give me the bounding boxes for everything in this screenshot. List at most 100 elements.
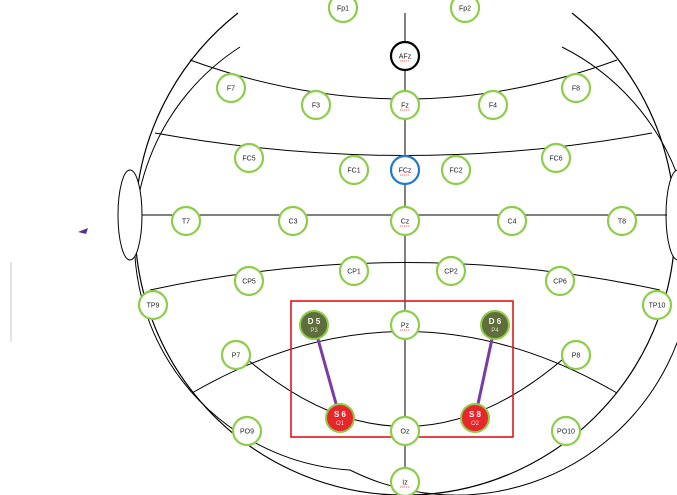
electrode-label: Cz — [401, 219, 410, 226]
electrode-label: T8 — [618, 219, 626, 226]
right-ear — [665, 169, 677, 261]
electrode-marker — [389, 154, 421, 186]
electrode-marker — [560, 339, 592, 371]
optode-d5[interactable]: D 5P3 — [299, 310, 329, 340]
electrode-tp9[interactable]: TP9 — [137, 289, 169, 321]
electrode-oz[interactable]: Oz — [389, 415, 421, 447]
detector-marker — [480, 310, 510, 340]
optode-position-label: O1 — [336, 421, 345, 427]
electrode-marker — [389, 309, 421, 341]
electrode-f7[interactable]: F7 — [215, 72, 247, 104]
electrode-label: TP10 — [649, 303, 666, 310]
electrode-cp6[interactable]: CP6 — [544, 265, 576, 297]
electrode-c3[interactable]: C3 — [277, 205, 309, 237]
electrode-label: FC5 — [242, 156, 255, 163]
optode-label: D 5 — [308, 317, 321, 326]
optode-s6[interactable]: S 6O1 — [325, 403, 355, 433]
electrode-fz[interactable]: Fz — [389, 89, 421, 121]
electrode-label: Iz — [402, 480, 408, 487]
electrode-label: CP6 — [553, 279, 567, 286]
electrode-cz[interactable]: Cz — [389, 205, 421, 237]
electrode-pz[interactable]: Pz — [389, 309, 421, 341]
electrode-marker — [137, 289, 169, 321]
electrode-label: CP1 — [347, 269, 361, 276]
electrode-f3[interactable]: F3 — [300, 89, 332, 121]
electrode-label: P7 — [232, 353, 241, 360]
electrode-marker — [231, 415, 263, 447]
electrode-tp10[interactable]: TP10 — [641, 289, 673, 321]
electrode-fp1[interactable]: Fp1 — [327, 0, 359, 24]
optode-position-label: P4 — [491, 328, 499, 334]
electrode-marker — [389, 205, 421, 237]
electrode-label: T7 — [182, 219, 190, 226]
electrode-po9[interactable]: PO9 — [231, 415, 263, 447]
electrode-marker — [233, 265, 265, 297]
electrode-label: AFz — [399, 54, 412, 61]
optode-s8[interactable]: S 8O2 — [460, 403, 490, 433]
electrode-label: F8 — [572, 86, 580, 93]
electrode-t7[interactable]: T7 — [170, 205, 202, 237]
detector-marker — [299, 310, 329, 340]
electrode-fp2[interactable]: Fp2 — [449, 0, 481, 24]
electrode-fc5[interactable]: FC5 — [233, 142, 265, 174]
optode-label: S 8 — [469, 410, 482, 419]
electrode-marker — [440, 154, 472, 186]
electrode-cp2[interactable]: CP2 — [435, 255, 467, 287]
electrode-fc1[interactable]: FC1 — [338, 154, 370, 186]
electrode-label: PO9 — [240, 429, 254, 436]
electrode-label: Oz — [401, 429, 410, 436]
electrode-label: P8 — [572, 353, 581, 360]
electrode-cp1[interactable]: CP1 — [338, 255, 370, 287]
electrode-label: PO10 — [557, 429, 575, 436]
left-ear — [117, 169, 143, 261]
electrode-f8[interactable]: F8 — [560, 72, 592, 104]
electrode-marker — [215, 72, 247, 104]
electrode-marker — [435, 255, 467, 287]
source-marker — [325, 403, 355, 433]
channel-line-d5-s6 — [312, 324, 342, 419]
electrode-label: CP2 — [444, 269, 458, 276]
electrode-p7[interactable]: P7 — [220, 339, 252, 371]
electrode-marker — [389, 415, 421, 447]
optode-position-label: P3 — [310, 328, 318, 334]
centroparietal-arc — [149, 262, 661, 291]
electrode-label: FC6 — [549, 156, 562, 163]
electrode-iz[interactable]: Iz — [389, 466, 421, 495]
electrode-marker — [233, 142, 265, 174]
electrode-po10[interactable]: PO10 — [550, 415, 582, 447]
electrode-p8[interactable]: P8 — [560, 339, 592, 371]
electrode-marker — [327, 0, 359, 24]
electrode-marker — [277, 205, 309, 237]
electrode-marker — [540, 142, 572, 174]
electrode-fcz[interactable]: FCz — [389, 154, 421, 186]
electrode-label: FC1 — [347, 168, 360, 175]
electrode-afz[interactable]: AFz — [389, 40, 421, 72]
optode-label: D 6 — [489, 317, 502, 326]
frontocentral-arc — [154, 132, 653, 156]
electrode-marker — [389, 40, 421, 72]
electrode-label: C4 — [508, 219, 517, 226]
electrode-label: TP9 — [147, 303, 160, 310]
electrode-t8[interactable]: T8 — [606, 205, 638, 237]
electrode-marker — [338, 255, 370, 287]
source-marker — [460, 403, 490, 433]
electrode-f4[interactable]: F4 — [477, 89, 509, 121]
electrode-cp5[interactable]: CP5 — [233, 265, 265, 297]
electrode-layer: Fp1 Fp2 AFz F7 F3 Fz F4 F8 FC5 FC1 FCz FC2 FC6 T7 C3 Cz… — [137, 0, 673, 495]
channel-lines — [312, 324, 497, 419]
electrode-marker — [496, 205, 528, 237]
optode-d6[interactable]: D 6P4 — [480, 310, 510, 340]
electrode-marker — [389, 466, 421, 495]
electrode-label: F3 — [312, 103, 320, 110]
electrode-marker — [300, 89, 332, 121]
electrode-marker — [389, 89, 421, 121]
electrode-fc6[interactable]: FC6 — [540, 142, 572, 174]
electrode-marker — [606, 205, 638, 237]
electrode-marker — [550, 415, 582, 447]
electrode-marker — [477, 89, 509, 121]
electrode-c4[interactable]: C4 — [496, 205, 528, 237]
electrode-marker — [544, 265, 576, 297]
electrode-fc2[interactable]: FC2 — [440, 154, 472, 186]
